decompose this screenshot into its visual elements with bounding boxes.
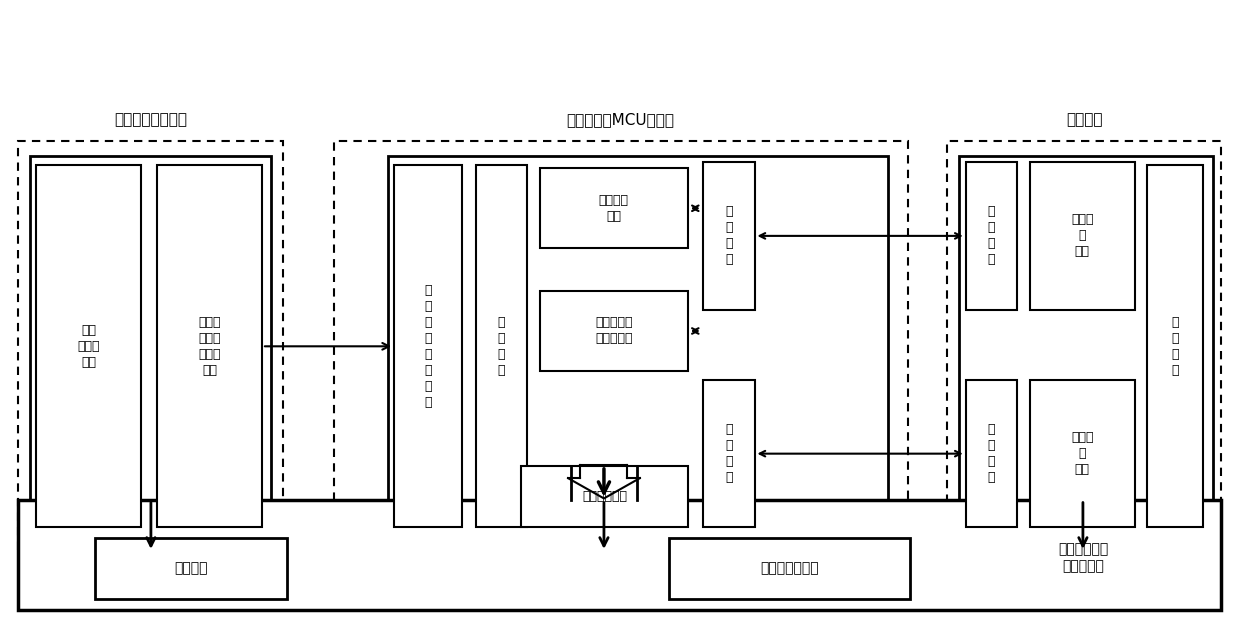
Bar	[539, 291, 688, 371]
Bar	[670, 538, 910, 599]
Text: 工作状态指示灯: 工作状态指示灯	[760, 561, 820, 576]
Bar	[947, 141, 1221, 552]
Text: 传感信息采集模块: 传感信息采集模块	[114, 112, 187, 127]
Bar	[394, 165, 463, 527]
Bar	[17, 500, 1221, 610]
Bar	[1147, 165, 1203, 527]
Text: 存
储
模
块: 存 储 模 块	[497, 316, 505, 377]
Text: 北斗二
代
模块: 北斗二 代 模块	[1071, 431, 1094, 476]
Bar	[95, 538, 286, 599]
Text: 北斗一
代
模块: 北斗一 代 模块	[1071, 214, 1094, 258]
Bar	[157, 165, 262, 527]
Text: 第
四
串
口: 第 四 串 口	[988, 423, 996, 484]
Text: 传
感
信
息
处
理
模
块: 传 感 信 息 处 理 模 块	[424, 284, 432, 409]
Bar	[476, 165, 527, 527]
Bar	[30, 156, 270, 537]
Bar	[17, 141, 283, 552]
Bar	[36, 165, 141, 527]
Text: 短报文通信
编解码模块: 短报文通信 编解码模块	[595, 316, 632, 345]
Bar	[334, 141, 908, 552]
Text: 第
一
串
口: 第 一 串 口	[725, 206, 733, 266]
Bar	[388, 156, 888, 537]
Bar	[966, 162, 1018, 310]
Bar	[703, 162, 755, 310]
Bar	[703, 380, 755, 527]
Text: 供电模块: 供电模块	[175, 561, 208, 576]
Bar	[539, 168, 688, 248]
Bar	[1030, 380, 1135, 527]
Bar	[1030, 162, 1135, 310]
Bar	[960, 156, 1213, 537]
Text: 供电及工作状
态指示模块: 供电及工作状 态指示模块	[1058, 542, 1109, 574]
Bar	[966, 380, 1018, 527]
Text: 第
三
串
口: 第 三 串 口	[988, 206, 996, 266]
Text: 微
型
天
线: 微 型 天 线	[1171, 316, 1179, 377]
Text: 传感采
集信息
预处理
模块: 传感采 集信息 预处理 模块	[198, 316, 221, 377]
Text: 定位解算
模块: 定位解算 模块	[599, 194, 629, 223]
Text: 北斗模块: 北斗模块	[1066, 112, 1102, 127]
Text: 第
二
串
口: 第 二 串 口	[725, 423, 733, 484]
Text: 控制模块（MCU模块）: 控制模块（MCU模块）	[567, 112, 675, 127]
Bar	[521, 466, 688, 527]
Text: 各类
传感器
模块: 各类 传感器 模块	[77, 324, 100, 369]
Text: 供电控制模块: 供电控制模块	[582, 490, 627, 503]
